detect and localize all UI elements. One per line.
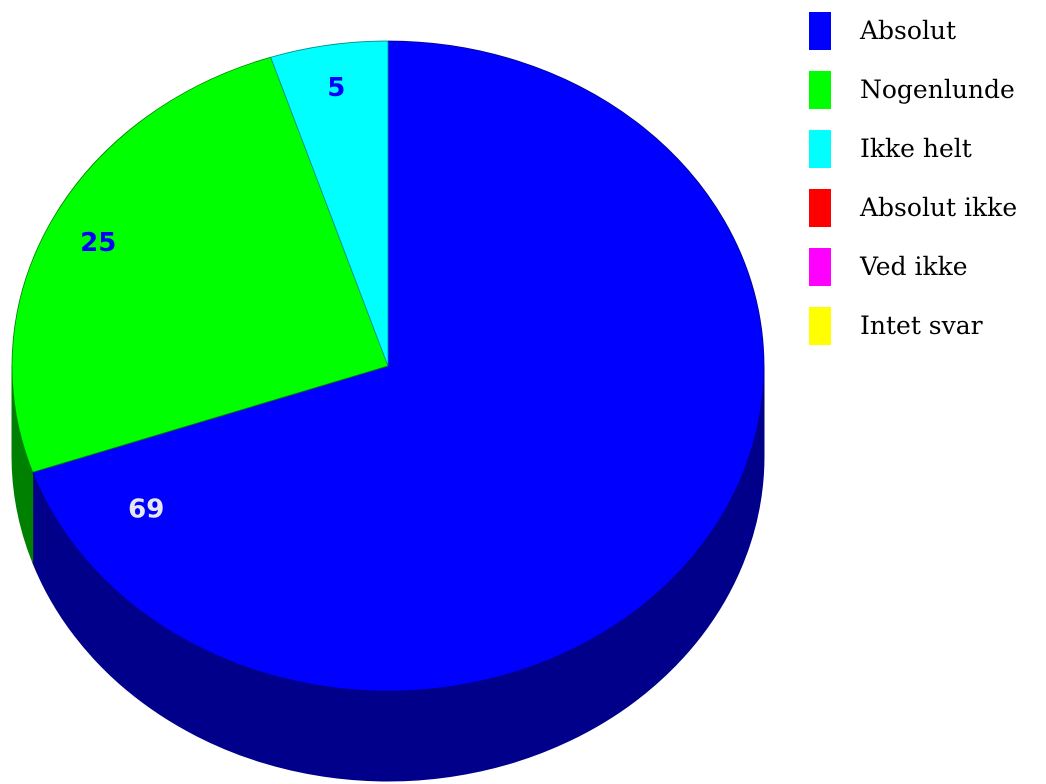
legend-label-ikke-helt: Ikke helt — [860, 134, 972, 163]
legend-label-nogenlunde: Nogenlunde — [860, 75, 1015, 104]
pie-slice-ikke-helt — [270, 40, 389, 367]
legend-label-intet-svar: Intet svar — [860, 311, 983, 340]
pie-slice-nogenlunde — [11, 56, 389, 473]
legend-label-absolut-ikke: Absolut ikke — [859, 193, 1017, 222]
pie-slices — [11, 40, 765, 692]
pie-slice-absolut — [32, 40, 765, 692]
data-label-absolut: 69 — [128, 495, 164, 525]
legend-swatch-absolut — [809, 12, 831, 50]
legend-swatch-intet-svar — [809, 307, 831, 345]
data-label-nogenlunde: 25 — [80, 228, 116, 258]
legend: Absolut Nogenlunde Ikke helt Absolut ikke Ve… — [809, 12, 1017, 345]
legend-swatch-ikke-helt — [809, 130, 831, 168]
legend-swatch-absolut-ikke — [809, 189, 831, 227]
legend-swatch-nogenlunde — [809, 71, 831, 109]
legend-label-absolut: Absolut — [859, 16, 956, 45]
legend-swatch-ved-ikke — [809, 248, 831, 286]
pie-data-labels: 69 25 5 — [80, 73, 345, 525]
data-label-ikke-helt: 5 — [327, 73, 345, 103]
legend-label-ved-ikke: Ved ikke — [859, 252, 968, 281]
